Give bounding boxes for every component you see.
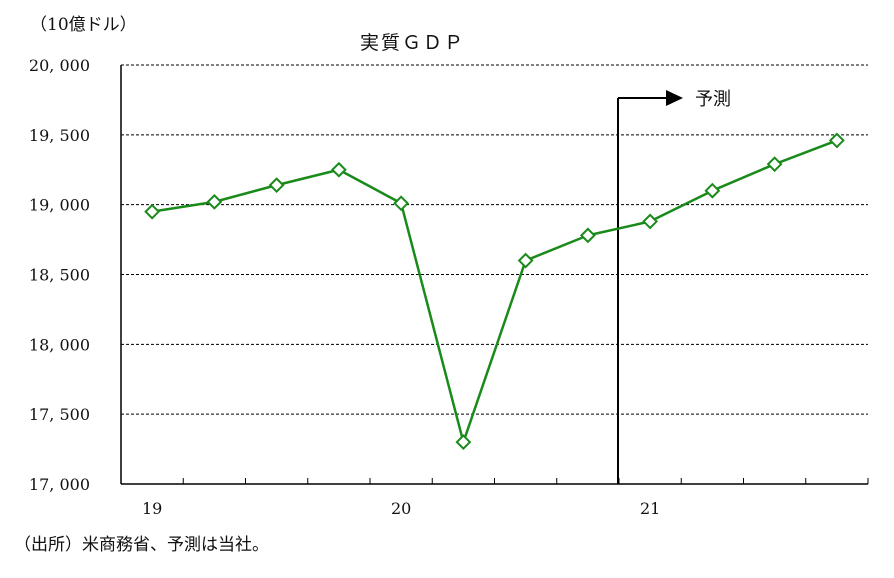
x-tick-label: 19 [142,499,162,518]
y-tick-label: 17, 500 [29,405,90,424]
x-axis-ticks: 19 20 21 [142,478,869,518]
y-axis-tick-labels: 17, 000 17, 500 18, 000 18, 500 19, 000 19, 5… [29,56,90,494]
data-point-diamond-icon [268,177,285,194]
forecast-divider: 予測 [617,89,731,484]
data-point-diamond-icon [206,193,223,210]
data-point-diamond-icon [517,252,534,269]
y-tick-label: 17, 000 [29,475,90,494]
y-tick-label: 18, 500 [29,266,90,285]
y-tick-label: 19, 000 [29,196,90,215]
data-point-diamond-icon [330,161,347,178]
chart-title: 実質ＧＤＰ [360,32,466,54]
data-point-diamond-icon [393,195,410,212]
data-point-diamond-icon [704,182,721,199]
data-point-diamond-icon [828,132,845,149]
y-tick-label: 18, 000 [29,335,90,354]
series-real-gdp [144,132,845,451]
y-tick-label: 19, 500 [29,126,90,145]
gridlines [121,64,868,415]
series-line [151,139,838,444]
data-point-diamond-icon [144,203,161,220]
data-point-diamond-icon [579,227,596,244]
arrow-right-icon [666,90,683,106]
x-tick-label: 21 [640,499,660,518]
data-point-diamond-icon [455,434,472,451]
y-axis-unit-label: （10億ドル） [30,15,137,35]
forecast-label: 予測 [695,89,731,110]
y-tick-label: 20, 000 [29,56,90,75]
x-tick-label: 20 [391,499,411,518]
data-point-diamond-icon [642,213,659,230]
source-note: （出所）米商務省、予測は当社。 [14,535,269,555]
data-point-diamond-icon [766,156,783,173]
